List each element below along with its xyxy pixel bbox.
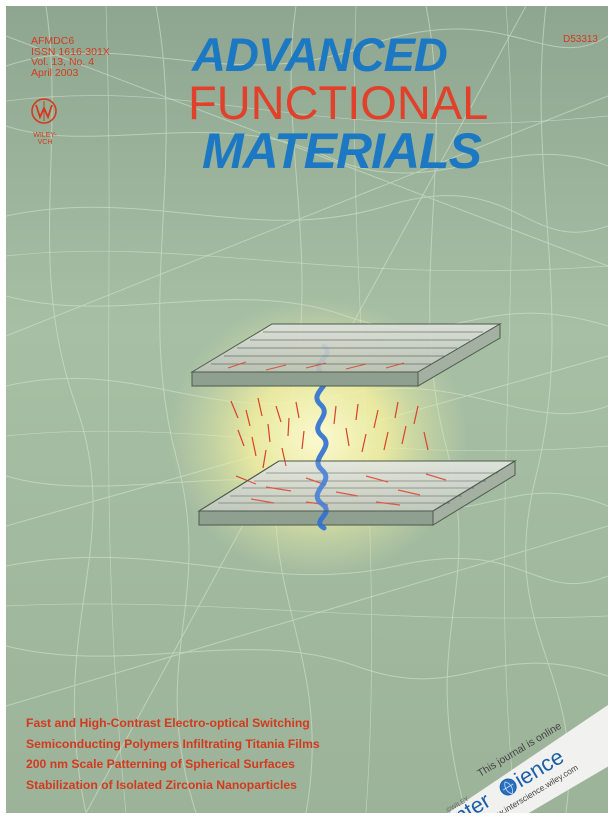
- headline: Semiconducting Polymers Infiltrating Tit…: [26, 736, 320, 751]
- issue-info: AFMDC6 ISSN 1616-301X Vol. 13, No. 4 Apr…: [31, 36, 110, 78]
- volume: Vol. 13, No. 4: [31, 56, 95, 68]
- publisher-line-2: VCH: [37, 139, 53, 146]
- cover-headlines: Fast and High-Contrast Electro-optical S…: [26, 713, 320, 795]
- interscience-banner: This journal is online ©WILEY Inter ienc…: [444, 705, 608, 813]
- headline: 200 nm Scale Patterning of Spherical Sur…: [26, 757, 295, 771]
- item-code: D53313: [562, 34, 598, 45]
- journal-cover: AFMDC6 ISSN 1616-301X Vol. 13, No. 4 Apr…: [6, 6, 608, 813]
- headline: Stabilization of Isolated Zirconia Nanop…: [26, 777, 297, 792]
- journal-code: AFMDC6: [31, 35, 75, 47]
- title-materials: MATERIALS: [202, 123, 482, 179]
- issue-date: April 2003: [31, 66, 79, 79]
- title-advanced: ADVANCED: [192, 28, 448, 81]
- cover-illustration: [6, 6, 608, 813]
- title-functional: FUNCTIONAL: [188, 76, 489, 129]
- wiley-logo: [31, 98, 57, 124]
- issn: ISSN 1616-301X: [31, 45, 110, 58]
- publisher-mark: WILEY- VCH: [30, 132, 60, 146]
- publisher-line-1: WILEY-: [33, 132, 57, 139]
- headline: Fast and High-Contrast Electro-optical S…: [26, 716, 310, 730]
